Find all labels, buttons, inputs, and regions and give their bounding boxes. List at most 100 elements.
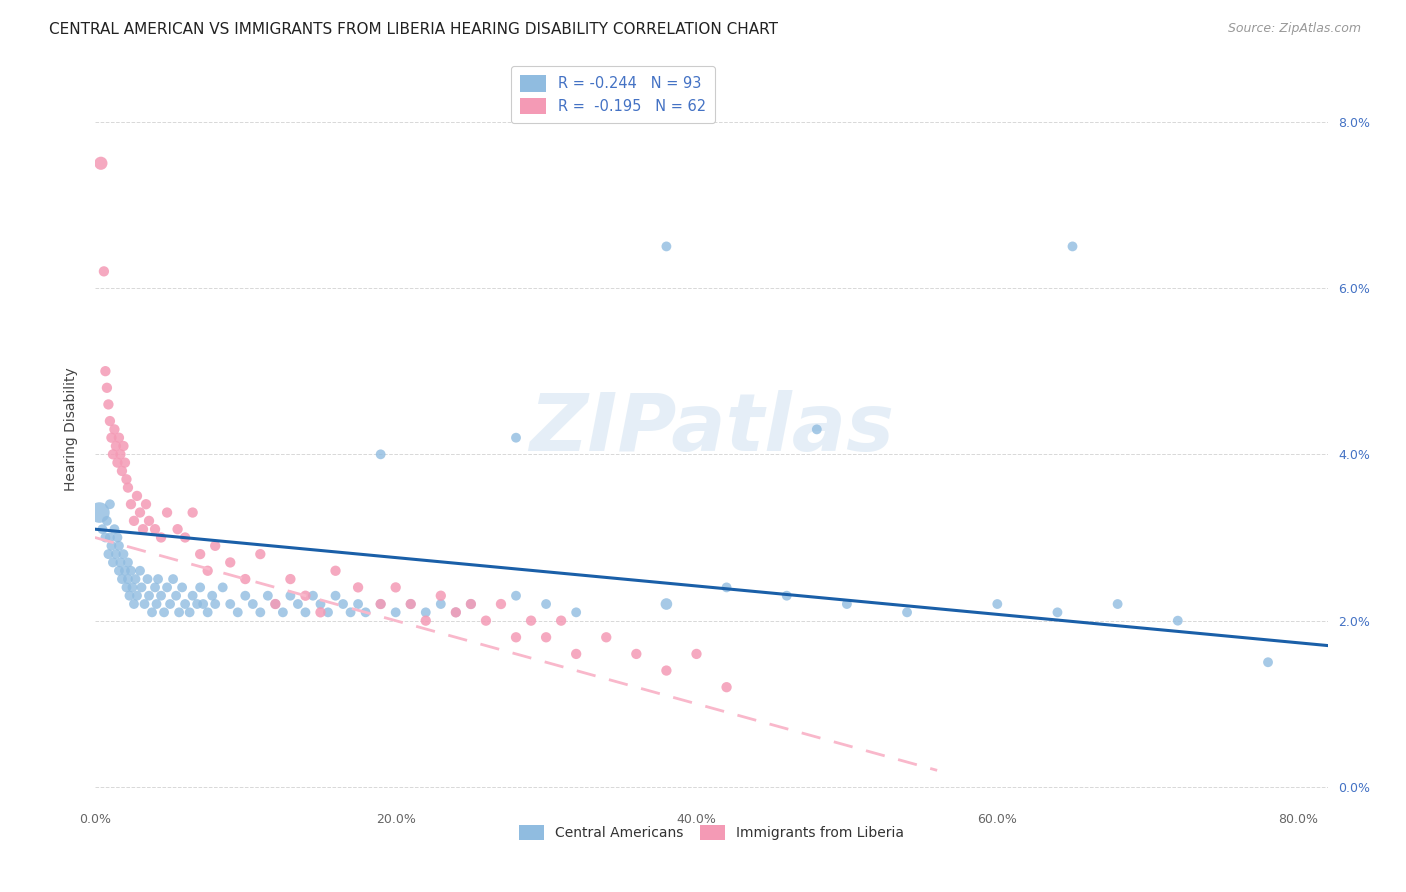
- Point: [98, 497, 121, 511]
- Point: [94, 531, 117, 545]
- Point: [94, 364, 117, 378]
- Point: [655, 239, 678, 253]
- Point: [146, 572, 169, 586]
- Point: [108, 431, 131, 445]
- Point: [100, 539, 122, 553]
- Point: [271, 605, 294, 619]
- Point: [97, 547, 120, 561]
- Point: [280, 589, 302, 603]
- Point: [122, 514, 145, 528]
- Point: [444, 605, 467, 619]
- Point: [309, 597, 332, 611]
- Point: [219, 597, 242, 611]
- Point: [150, 589, 173, 603]
- Point: [135, 497, 157, 511]
- Text: CENTRAL AMERICAN VS IMMIGRANTS FROM LIBERIA HEARING DISABILITY CORRELATION CHART: CENTRAL AMERICAN VS IMMIGRANTS FROM LIBE…: [49, 22, 778, 37]
- Point: [550, 614, 572, 628]
- Point: [117, 556, 139, 570]
- Point: [104, 547, 127, 561]
- Point: [96, 381, 118, 395]
- Point: [325, 564, 347, 578]
- Point: [91, 522, 114, 536]
- Point: [534, 597, 557, 611]
- Point: [101, 447, 124, 461]
- Point: [475, 614, 498, 628]
- Point: [370, 447, 392, 461]
- Point: [332, 597, 354, 611]
- Point: [325, 589, 347, 603]
- Point: [129, 506, 152, 520]
- Point: [211, 581, 233, 595]
- Point: [776, 589, 799, 603]
- Point: [1257, 655, 1279, 669]
- Text: Source: ZipAtlas.com: Source: ZipAtlas.com: [1227, 22, 1361, 36]
- Point: [309, 605, 332, 619]
- Point: [138, 514, 160, 528]
- Point: [716, 680, 738, 694]
- Point: [193, 597, 215, 611]
- Point: [896, 605, 918, 619]
- Point: [399, 597, 422, 611]
- Point: [143, 522, 166, 536]
- Point: [115, 581, 138, 595]
- Point: [233, 589, 256, 603]
- Point: [181, 589, 204, 603]
- Point: [655, 597, 678, 611]
- Point: [110, 556, 132, 570]
- Point: [415, 614, 437, 628]
- Point: [101, 556, 124, 570]
- Point: [134, 597, 156, 611]
- Point: [145, 597, 167, 611]
- Point: [347, 597, 370, 611]
- Point: [108, 539, 131, 553]
- Point: [122, 597, 145, 611]
- Point: [159, 597, 181, 611]
- Point: [505, 630, 527, 644]
- Point: [104, 439, 127, 453]
- Point: [302, 589, 325, 603]
- Point: [138, 589, 160, 603]
- Point: [505, 431, 527, 445]
- Point: [1107, 597, 1129, 611]
- Point: [354, 605, 377, 619]
- Point: [114, 456, 136, 470]
- Point: [188, 547, 211, 561]
- Point: [103, 522, 125, 536]
- Point: [112, 439, 135, 453]
- Point: [384, 581, 406, 595]
- Point: [835, 597, 858, 611]
- Point: [655, 664, 678, 678]
- Point: [201, 589, 224, 603]
- Point: [595, 630, 617, 644]
- Point: [150, 531, 173, 545]
- Point: [172, 581, 194, 595]
- Point: [174, 531, 197, 545]
- Point: [153, 605, 176, 619]
- Point: [129, 564, 152, 578]
- Point: [121, 581, 143, 595]
- Point: [165, 589, 187, 603]
- Point: [156, 581, 179, 595]
- Legend: Central Americans, Immigrants from Liberia: Central Americans, Immigrants from Liber…: [513, 819, 910, 846]
- Point: [294, 589, 316, 603]
- Y-axis label: Hearing Disability: Hearing Disability: [65, 368, 79, 491]
- Point: [125, 589, 148, 603]
- Point: [115, 472, 138, 486]
- Point: [806, 422, 828, 436]
- Point: [415, 605, 437, 619]
- Point: [249, 547, 271, 561]
- Point: [460, 597, 482, 611]
- Point: [93, 264, 115, 278]
- Point: [110, 447, 132, 461]
- Point: [370, 597, 392, 611]
- Point: [233, 572, 256, 586]
- Text: ZIPatlas: ZIPatlas: [529, 391, 894, 468]
- Point: [136, 572, 159, 586]
- Point: [430, 589, 453, 603]
- Point: [143, 581, 166, 595]
- Point: [384, 605, 406, 619]
- Point: [204, 539, 226, 553]
- Point: [120, 497, 142, 511]
- Point: [685, 647, 707, 661]
- Point: [565, 647, 588, 661]
